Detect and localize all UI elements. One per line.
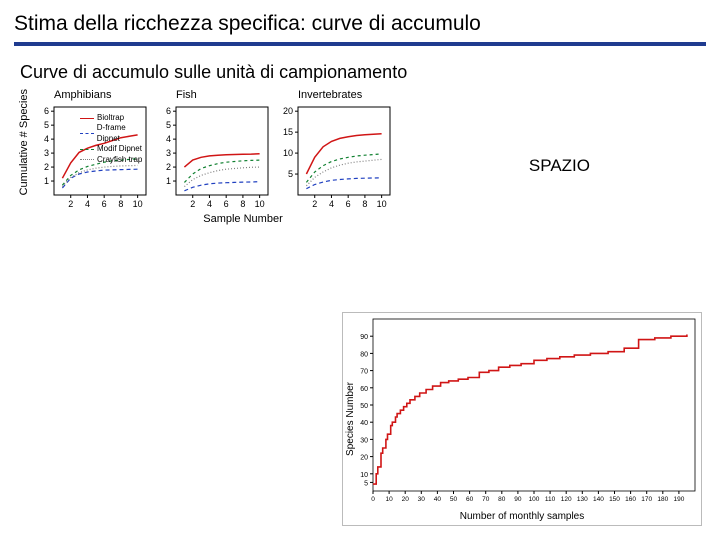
svg-text:10: 10 — [255, 199, 265, 209]
svg-text:4: 4 — [44, 134, 49, 144]
legend-item: Modif Dipnet — [80, 144, 150, 154]
svg-text:100: 100 — [529, 496, 540, 503]
svg-text:6: 6 — [224, 199, 229, 209]
panel-2: Invertebrates 5 10 15 20 2 4 6 8 10 — [276, 89, 394, 211]
page-title: Stima della ricchezza specifica: curve d… — [0, 0, 720, 42]
shared-x-axis-label: Sample Number — [32, 213, 394, 225]
subtitle: Curve di accumulo sulle unità di campion… — [0, 62, 720, 89]
svg-text:4: 4 — [85, 199, 90, 209]
title-rule — [14, 42, 706, 46]
svg-text:10: 10 — [283, 148, 293, 158]
svg-text:170: 170 — [641, 496, 652, 503]
svg-text:2: 2 — [190, 199, 195, 209]
svg-text:20: 20 — [283, 106, 293, 116]
svg-text:40: 40 — [434, 496, 442, 503]
panels-container: Amphibians 1 2 3 4 5 6 2 4 6 8 10 BioltrapD-frame Di… — [32, 89, 394, 211]
svg-text:2: 2 — [312, 199, 317, 209]
svg-text:4: 4 — [207, 199, 212, 209]
svg-text:90: 90 — [360, 334, 368, 341]
svg-text:50: 50 — [450, 496, 458, 503]
svg-text:8: 8 — [118, 199, 123, 209]
svg-text:190: 190 — [673, 496, 684, 503]
svg-text:20: 20 — [402, 496, 410, 503]
svg-text:5: 5 — [44, 120, 49, 130]
svg-text:180: 180 — [657, 496, 668, 503]
shared-y-axis-label: Cumulative # Species — [18, 89, 30, 217]
svg-text:120: 120 — [561, 496, 572, 503]
bottom-y-axis-label: Species Number — [345, 382, 356, 456]
svg-text:6: 6 — [346, 199, 351, 209]
svg-text:110: 110 — [545, 496, 556, 503]
svg-text:90: 90 — [514, 496, 522, 503]
svg-text:15: 15 — [283, 127, 293, 137]
svg-text:4: 4 — [166, 134, 171, 144]
svg-text:2: 2 — [166, 162, 171, 172]
svg-text:10: 10 — [377, 199, 387, 209]
svg-text:6: 6 — [102, 199, 107, 209]
svg-text:20: 20 — [360, 455, 368, 462]
svg-text:6: 6 — [44, 106, 49, 116]
panel-svg: 1 2 3 4 5 6 2 4 6 8 10 — [154, 103, 272, 211]
svg-text:10: 10 — [133, 199, 143, 209]
svg-text:10: 10 — [360, 472, 368, 479]
svg-text:70: 70 — [360, 369, 368, 376]
spazio-label: SPAZIO — [529, 156, 590, 176]
svg-text:2: 2 — [44, 162, 49, 172]
bottom-chart-container: Species Number 5102030405060708090010203… — [342, 312, 702, 526]
legend-item: D-frame Dipnet — [80, 123, 150, 144]
svg-text:160: 160 — [625, 496, 636, 503]
bottom-x-axis-label: Number of monthly samples — [343, 509, 701, 522]
panel-title: Fish — [154, 89, 197, 101]
svg-text:3: 3 — [44, 148, 49, 158]
svg-text:1: 1 — [166, 176, 171, 186]
svg-text:4: 4 — [329, 199, 334, 209]
svg-text:0: 0 — [371, 496, 375, 503]
svg-text:5: 5 — [166, 120, 171, 130]
svg-text:2: 2 — [68, 199, 73, 209]
svg-text:80: 80 — [360, 351, 368, 358]
legend-item: Crayfish trap — [80, 155, 150, 165]
svg-text:30: 30 — [360, 437, 368, 444]
svg-text:150: 150 — [609, 496, 620, 503]
svg-text:10: 10 — [385, 496, 393, 503]
panel-title: Invertebrates — [276, 89, 362, 101]
svg-text:50: 50 — [360, 403, 368, 410]
svg-text:70: 70 — [482, 496, 490, 503]
svg-text:8: 8 — [362, 199, 367, 209]
panel-0: Amphibians 1 2 3 4 5 6 2 4 6 8 10 BioltrapD-frame Di… — [32, 89, 150, 211]
svg-text:5: 5 — [288, 169, 293, 179]
bottom-chart-svg: 5102030405060708090010203040506070809010… — [343, 313, 701, 509]
svg-text:60: 60 — [466, 496, 474, 503]
panel-1: Fish 1 2 3 4 5 6 2 4 6 8 10 — [154, 89, 272, 211]
svg-text:130: 130 — [577, 496, 588, 503]
svg-text:3: 3 — [166, 148, 171, 158]
legend-item: Bioltrap — [80, 113, 150, 123]
svg-text:30: 30 — [418, 496, 426, 503]
svg-text:40: 40 — [360, 420, 368, 427]
svg-text:6: 6 — [166, 106, 171, 116]
svg-text:8: 8 — [240, 199, 245, 209]
top-panels-row: Cumulative # Species Amphibians 1 2 3 4 5 6 2 4 6… — [0, 89, 720, 225]
svg-text:80: 80 — [498, 496, 506, 503]
panel-legend: BioltrapD-frame DipnetModif DipnetCrayfi… — [80, 113, 150, 165]
svg-text:1: 1 — [44, 176, 49, 186]
svg-text:5: 5 — [364, 480, 368, 487]
svg-text:60: 60 — [360, 386, 368, 393]
panel-title: Amphibians — [32, 89, 111, 101]
svg-text:140: 140 — [593, 496, 604, 503]
panel-svg: 5 10 15 20 2 4 6 8 10 — [276, 103, 394, 211]
